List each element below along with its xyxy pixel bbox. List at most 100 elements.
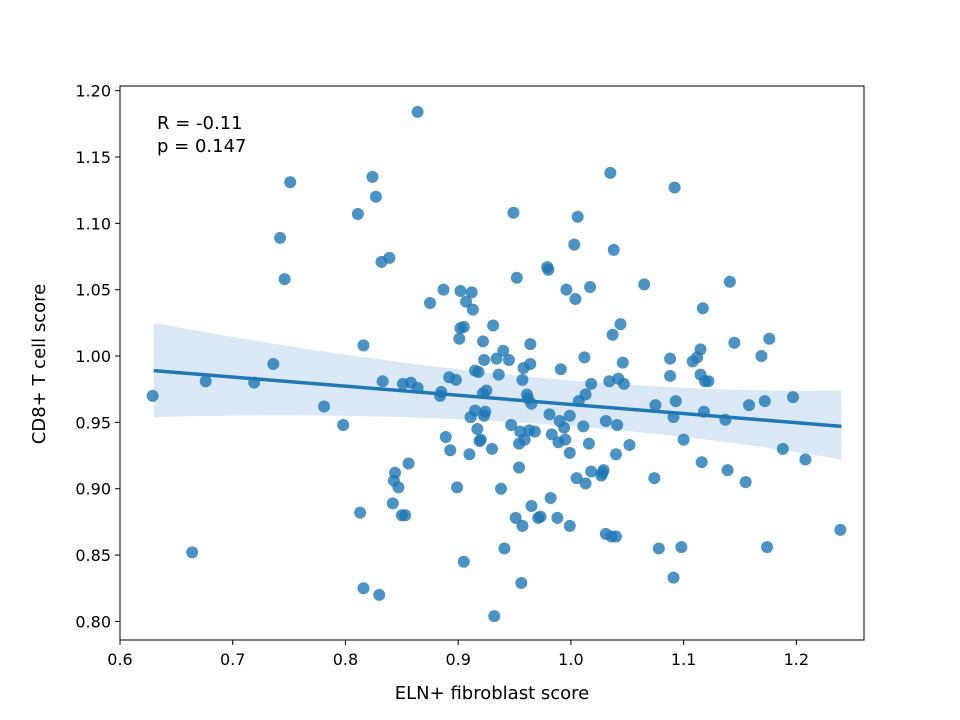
data-point-133 [611, 419, 624, 432]
data-point-146 [667, 571, 680, 584]
data-point-69 [498, 542, 511, 555]
data-point-18 [376, 375, 389, 388]
x-tick-label-2: 0.8 [333, 650, 358, 669]
data-point-55 [474, 433, 487, 446]
data-point-79 [516, 519, 529, 532]
data-point-155 [695, 456, 708, 469]
data-point-144 [664, 352, 677, 365]
plot-frame [119, 85, 865, 641]
data-point-86 [524, 357, 537, 370]
data-point-110 [570, 472, 583, 485]
data-point-95 [543, 408, 556, 421]
data-point-62 [486, 442, 498, 455]
data-point-118 [584, 281, 597, 294]
data-point-150 [677, 433, 690, 446]
data-point-131 [610, 530, 622, 543]
data-point-162 [723, 275, 736, 288]
data-point-107 [563, 409, 576, 422]
y-tick-label-5: 1.05 [75, 281, 111, 300]
data-point-68 [497, 344, 510, 357]
data-point-39 [451, 481, 464, 494]
data-point-71 [505, 419, 518, 432]
x-tick-label-5: 1.1 [671, 650, 696, 669]
data-point-11 [354, 506, 367, 519]
data-point-10 [351, 208, 364, 221]
data-point-78 [515, 576, 528, 589]
data-point-1 [186, 546, 199, 559]
data-point-41 [454, 285, 467, 298]
data-point-117 [582, 437, 595, 450]
data-point-167 [758, 395, 771, 408]
x-tick-label-3: 0.9 [445, 650, 470, 669]
data-point-138 [623, 438, 636, 451]
data-point-73 [509, 511, 522, 524]
data-point-105 [563, 519, 576, 532]
data-point-136 [616, 356, 629, 369]
data-point-143 [664, 369, 677, 382]
data-point-130 [607, 243, 620, 256]
data-point-52 [471, 423, 484, 436]
data-point-31 [424, 296, 436, 309]
data-point-51 [469, 404, 482, 417]
data-point-115 [579, 388, 592, 401]
data-point-156 [696, 302, 709, 315]
data-point-141 [649, 399, 662, 412]
data-point-109 [569, 292, 582, 305]
y-axis-ticks: 0.80 0.85 0.90 0.95 1.00 1.05 1.10 1.15 1.20 [75, 82, 120, 631]
data-point-13 [357, 582, 370, 595]
data-point-56 [476, 335, 489, 348]
data-point-20 [386, 497, 399, 510]
data-point-19 [383, 251, 396, 264]
regression-line [153, 368, 842, 429]
data-point-161 [721, 464, 734, 477]
data-point-101 [554, 363, 567, 376]
x-tick-label-0: 0.6 [107, 650, 132, 669]
data-point-166 [755, 350, 768, 363]
data-point-82 [518, 433, 531, 446]
data-point-29 [411, 105, 424, 118]
y-tick-label-0: 0.80 [75, 612, 111, 631]
data-point-15 [369, 190, 382, 203]
data-point-165 [743, 399, 756, 412]
y-tick-label-8: 1.20 [75, 82, 111, 101]
data-point-64 [488, 610, 501, 623]
correlation-p-annotation: p = 0.147 [157, 136, 246, 157]
data-point-90 [528, 425, 541, 438]
data-point-27 [402, 457, 415, 470]
data-point-139 [638, 278, 651, 291]
data-point-123 [597, 464, 610, 477]
x-axis-label: ELN+ fibroblast score [395, 683, 589, 704]
data-point-58 [478, 354, 491, 367]
data-point-65 [490, 352, 503, 365]
data-point-53 [472, 365, 485, 378]
data-point-63 [487, 319, 500, 332]
data-point-163 [728, 336, 741, 349]
y-axis-label: CD8+ T cell score [29, 284, 50, 444]
data-point-40 [453, 332, 466, 345]
data-point-132 [610, 448, 622, 461]
data-point-116 [579, 477, 592, 490]
data-point-76 [513, 461, 526, 474]
data-point-137 [617, 377, 630, 390]
data-point-104 [560, 283, 573, 296]
data-point-106 [563, 446, 576, 459]
data-point-119 [585, 465, 598, 478]
data-point-97 [545, 428, 558, 441]
data-point-60 [479, 405, 492, 418]
data-point-98 [551, 511, 564, 524]
data-point-108 [568, 238, 581, 251]
data-point-14 [366, 170, 379, 183]
data-point-34 [437, 283, 450, 296]
correlation-r-annotation: R = -0.11 [157, 113, 243, 134]
data-point-140 [648, 472, 661, 485]
x-tick-label-1: 0.7 [220, 650, 245, 669]
data-point-37 [444, 444, 457, 457]
data-point-129 [606, 328, 619, 341]
data-point-72 [507, 206, 520, 219]
data-point-9 [337, 419, 350, 432]
y-tick-label-4: 1.00 [75, 347, 111, 366]
data-point-49 [466, 303, 479, 316]
data-point-120 [585, 377, 598, 390]
data-point-125 [599, 415, 612, 428]
